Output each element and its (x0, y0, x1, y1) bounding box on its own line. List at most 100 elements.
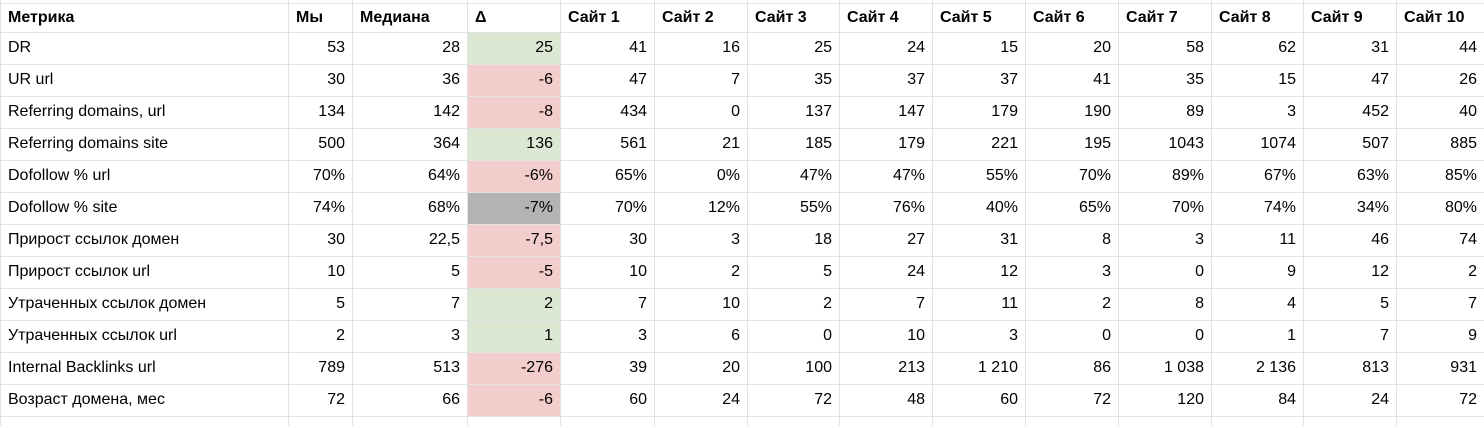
cell-site-2[interactable]: 3 (654, 224, 748, 257)
cell-site-3[interactable]: 137 (747, 96, 840, 129)
cell-metric[interactable]: Утраченных ссылок домен (0, 288, 289, 321)
column-header-site-10[interactable]: Сайт 10 (1396, 3, 1484, 33)
cell-site-1[interactable]: 561 (560, 128, 655, 161)
cell-site-1[interactable]: 3 (560, 320, 655, 353)
cell-median[interactable]: 513 (352, 352, 468, 385)
cell-site-8[interactable]: 1074 (1211, 128, 1304, 161)
cell-site-4[interactable]: 37 (839, 64, 933, 97)
cell-median[interactable]: 3 (352, 320, 468, 353)
cell-site-8[interactable]: 2 136 (1211, 352, 1304, 385)
column-header-site-8[interactable]: Сайт 8 (1211, 3, 1304, 33)
cell-site-9[interactable]: 5 (1303, 288, 1397, 321)
column-header-site-4[interactable]: Сайт 4 (839, 3, 933, 33)
cell-site-9[interactable]: 34% (1303, 192, 1397, 225)
cell-we[interactable]: 72 (288, 384, 353, 417)
cell-site-4[interactable]: 27 (839, 224, 933, 257)
cell-site-6[interactable]: 195 (1025, 128, 1119, 161)
cell-site-2[interactable]: 24 (654, 384, 748, 417)
cell-site-3[interactable]: 0 (747, 320, 840, 353)
cell-site-10[interactable]: 26 (1396, 64, 1484, 97)
cell-site-3[interactable]: 18 (747, 224, 840, 257)
cell-site-1[interactable]: 434 (560, 96, 655, 129)
cell-site-7[interactable]: 0 (1118, 320, 1212, 353)
cell-site-10[interactable]: 931 (1396, 352, 1484, 385)
column-header-metric[interactable]: Метрика (0, 3, 289, 33)
column-header-site-2[interactable]: Сайт 2 (654, 3, 748, 33)
cell-delta[interactable]: -8 (467, 96, 561, 129)
cell-site-7[interactable]: 89% (1118, 160, 1212, 193)
cell-median[interactable]: 28 (352, 32, 468, 65)
cell-site-2[interactable]: 12% (654, 192, 748, 225)
cell-site-5[interactable]: 60 (932, 384, 1026, 417)
cell-site-7[interactable]: 35 (1118, 64, 1212, 97)
cell-median[interactable]: 64% (352, 160, 468, 193)
cell-site-10[interactable]: 40 (1396, 96, 1484, 129)
cell-site-4[interactable]: 76% (839, 192, 933, 225)
column-header-we[interactable]: Мы (288, 3, 353, 33)
cell-site-7[interactable]: 8 (1118, 288, 1212, 321)
cell-delta[interactable]: -6 (467, 64, 561, 97)
cell-site-6[interactable]: 86 (1025, 352, 1119, 385)
cell-site-7[interactable]: 120 (1118, 384, 1212, 417)
cell-site-5[interactable]: 3 (932, 320, 1026, 353)
cell-median[interactable]: 364 (352, 128, 468, 161)
cell-site-8[interactable]: 62 (1211, 32, 1304, 65)
cell-site-2[interactable]: 21 (654, 128, 748, 161)
cell-site-3[interactable]: 25 (747, 32, 840, 65)
cell-site-6[interactable]: 72 (1025, 384, 1119, 417)
cell-site-4[interactable]: 10 (839, 320, 933, 353)
cell-site-8[interactable]: 11 (1211, 224, 1304, 257)
cell-site-5[interactable]: 40% (932, 192, 1026, 225)
cell-site-9[interactable]: 31 (1303, 32, 1397, 65)
cell-site-5[interactable]: 11 (932, 288, 1026, 321)
cell-median[interactable]: 22,5 (352, 224, 468, 257)
cell-metric[interactable]: Утраченных ссылок url (0, 320, 289, 353)
cell-site-3[interactable]: 55% (747, 192, 840, 225)
cell-site-10[interactable]: 885 (1396, 128, 1484, 161)
cell-site-6[interactable]: 0 (1025, 320, 1119, 353)
cell-median[interactable]: 5 (352, 256, 468, 289)
cell-site-1[interactable]: 39 (560, 352, 655, 385)
column-header-site-3[interactable]: Сайт 3 (747, 3, 840, 33)
cell-metric[interactable]: Прирост ссылок домен (0, 224, 289, 257)
cell-we[interactable]: 500 (288, 128, 353, 161)
cell-site-6[interactable]: 70% (1025, 160, 1119, 193)
cell-metric[interactable]: DR (0, 32, 289, 65)
cell-site-10[interactable]: 9 (1396, 320, 1484, 353)
cell-site-3[interactable]: 72 (747, 384, 840, 417)
cell-site-3[interactable]: 35 (747, 64, 840, 97)
cell-delta[interactable]: -6 (467, 384, 561, 417)
cell-site-1[interactable]: 47 (560, 64, 655, 97)
cell-metric[interactable]: Прирост ссылок url (0, 256, 289, 289)
cell-site-5[interactable]: 179 (932, 96, 1026, 129)
cell-site-2[interactable]: 0 (654, 96, 748, 129)
cell-metric[interactable]: Internal Backlinks url (0, 352, 289, 385)
column-header-median[interactable]: Медиана (352, 3, 468, 33)
cell-metric[interactable]: Referring domains, url (0, 96, 289, 129)
cell-site-9[interactable]: 452 (1303, 96, 1397, 129)
cell-we[interactable]: 134 (288, 96, 353, 129)
cell-delta[interactable]: -7,5 (467, 224, 561, 257)
cell-site-4[interactable]: 147 (839, 96, 933, 129)
cell-delta[interactable]: -6% (467, 160, 561, 193)
cell-site-3[interactable]: 185 (747, 128, 840, 161)
cell-site-4[interactable]: 48 (839, 384, 933, 417)
cell-site-8[interactable]: 74% (1211, 192, 1304, 225)
cell-delta[interactable]: -276 (467, 352, 561, 385)
cell-site-7[interactable]: 1043 (1118, 128, 1212, 161)
cell-metric[interactable]: Возраст домена, мес (0, 384, 289, 417)
cell-site-6[interactable]: 190 (1025, 96, 1119, 129)
cell-site-8[interactable]: 84 (1211, 384, 1304, 417)
cell-site-1[interactable]: 65% (560, 160, 655, 193)
cell-site-9[interactable]: 47 (1303, 64, 1397, 97)
cell-we[interactable]: 10 (288, 256, 353, 289)
cell-we[interactable]: 74% (288, 192, 353, 225)
cell-metric[interactable]: Referring domains site (0, 128, 289, 161)
cell-site-10[interactable]: 80% (1396, 192, 1484, 225)
cell-site-10[interactable]: 74 (1396, 224, 1484, 257)
cell-site-4[interactable]: 213 (839, 352, 933, 385)
cell-site-9[interactable]: 46 (1303, 224, 1397, 257)
cell-site-10[interactable]: 72 (1396, 384, 1484, 417)
column-header-site-7[interactable]: Сайт 7 (1118, 3, 1212, 33)
cell-site-6[interactable]: 65% (1025, 192, 1119, 225)
